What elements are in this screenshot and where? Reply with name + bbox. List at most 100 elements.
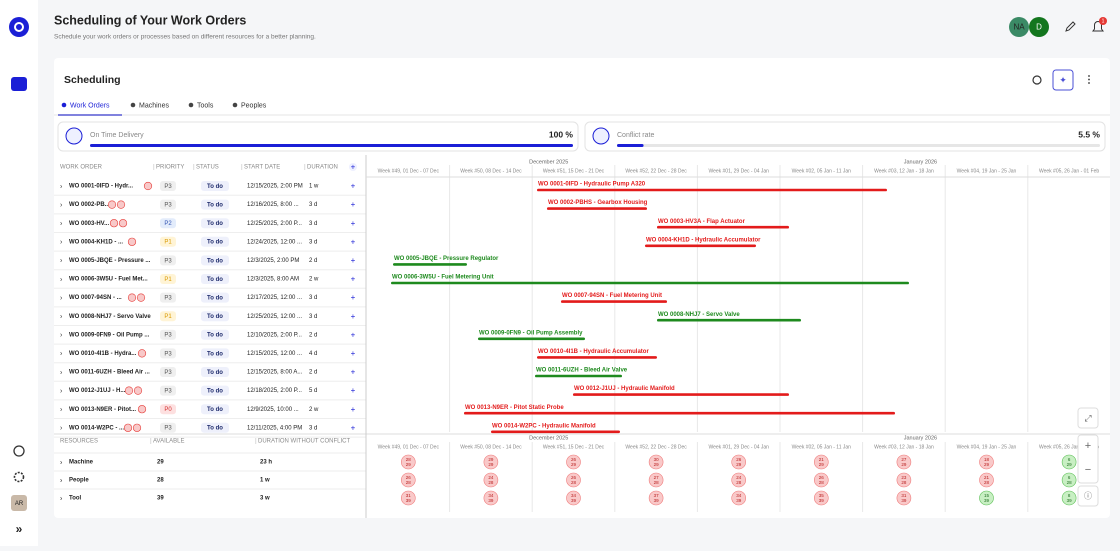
- nav-schedule[interactable]: [11, 77, 27, 91]
- status-pill: [201, 422, 229, 433]
- add-row[interactable]: +: [351, 423, 356, 432]
- start-date: 12/17/2025, 12:00 ...: [247, 295, 302, 301]
- load-cell[interactable]: [813, 472, 829, 488]
- add-row[interactable]: +: [351, 275, 356, 284]
- load-cell[interactable]: [566, 454, 581, 470]
- row-expand[interactable]: ›: [60, 221, 63, 228]
- gantt-bar[interactable]: [573, 393, 789, 396]
- load-cell[interactable]: [400, 454, 416, 470]
- load-cell[interactable]: [648, 454, 664, 470]
- row-expand[interactable]: ›: [60, 477, 63, 484]
- add-row[interactable]: +: [351, 237, 356, 246]
- row-expand[interactable]: ›: [60, 314, 63, 321]
- add-row[interactable]: +: [351, 386, 356, 395]
- add-row[interactable]: +: [351, 330, 356, 339]
- bell-icon[interactable]: [1092, 21, 1104, 32]
- row-expand[interactable]: ›: [60, 183, 63, 190]
- load-cell[interactable]: [566, 490, 581, 506]
- load-cell[interactable]: [979, 454, 994, 470]
- gantt-bar[interactable]: [547, 207, 647, 210]
- add-row[interactable]: +: [351, 368, 356, 377]
- row-expand[interactable]: ›: [60, 239, 63, 246]
- user-avatar[interactable]: [11, 495, 27, 511]
- gantt-bar[interactable]: [393, 263, 467, 266]
- load-cell[interactable]: [813, 454, 829, 470]
- gantt-bar[interactable]: [537, 356, 657, 359]
- row-expand[interactable]: ›: [60, 369, 63, 376]
- status-pill: [201, 311, 229, 322]
- row-expand[interactable]: ›: [60, 258, 63, 265]
- work-order-name: WO 0001-0IFD - Hydr...: [69, 184, 133, 190]
- row-expand[interactable]: ›: [60, 351, 63, 358]
- work-order-name: WO 0003-HV...: [69, 221, 109, 227]
- row-expand[interactable]: ›: [60, 276, 63, 283]
- tab[interactable]: Tools: [197, 102, 214, 109]
- edit-icon[interactable]: [1065, 21, 1076, 32]
- more-icon[interactable]: ⋮: [1084, 75, 1094, 86]
- load-cell[interactable]: [1061, 490, 1077, 506]
- gantt-bar[interactable]: [391, 281, 909, 285]
- row-expand[interactable]: ›: [60, 388, 63, 395]
- info-button[interactable]: [1077, 485, 1099, 507]
- load-cell[interactable]: [979, 490, 994, 506]
- add-column[interactable]: [349, 163, 357, 171]
- load-cell[interactable]: [483, 490, 499, 506]
- load-cell[interactable]: [896, 454, 912, 470]
- row-expand[interactable]: ›: [60, 295, 63, 302]
- ai-button[interactable]: [1052, 69, 1074, 91]
- gantt-bar[interactable]: [657, 318, 801, 322]
- load-cell[interactable]: [400, 472, 416, 488]
- avatar[interactable]: [1009, 17, 1029, 37]
- load-cell[interactable]: [1061, 472, 1077, 488]
- gantt-bar[interactable]: [561, 300, 667, 303]
- tab[interactable]: Machines: [139, 102, 169, 109]
- gantt-bar[interactable]: [657, 225, 789, 229]
- zoom-in[interactable]: +: [1085, 440, 1091, 452]
- gantt-bar[interactable]: [535, 374, 622, 378]
- tab[interactable]: Work Orders: [70, 102, 110, 109]
- load-cell[interactable]: [896, 472, 912, 488]
- add-row[interactable]: +: [351, 256, 356, 265]
- load-cell[interactable]: [731, 490, 747, 506]
- row-expand[interactable]: ›: [60, 425, 63, 432]
- settings-icon[interactable]: [13, 471, 25, 483]
- load-cell[interactable]: [896, 490, 912, 506]
- load-cell[interactable]: [979, 472, 994, 488]
- load-cell[interactable]: [483, 454, 499, 470]
- search-icon[interactable]: [1032, 75, 1042, 85]
- add-row[interactable]: +: [351, 312, 356, 321]
- help-icon[interactable]: [13, 445, 25, 457]
- load-cell[interactable]: [648, 490, 664, 506]
- row-expand[interactable]: ›: [60, 407, 63, 414]
- add-row[interactable]: +: [351, 293, 356, 302]
- logo[interactable]: [9, 17, 29, 37]
- expand-icon[interactable]: »: [16, 522, 23, 536]
- gantt-bar[interactable]: [491, 430, 620, 434]
- avatar[interactable]: [1029, 17, 1049, 37]
- add-row[interactable]: +: [351, 182, 356, 191]
- load-cell[interactable]: [483, 472, 499, 488]
- row-expand[interactable]: ›: [60, 495, 63, 502]
- add-row[interactable]: +: [351, 349, 356, 358]
- gantt-bar[interactable]: [478, 337, 585, 341]
- add-row[interactable]: +: [351, 405, 356, 414]
- load-cell[interactable]: [731, 472, 747, 488]
- load-cell[interactable]: [813, 490, 829, 506]
- load-cell[interactable]: [1061, 454, 1077, 470]
- load-cell[interactable]: [731, 454, 747, 470]
- add-row[interactable]: +: [351, 200, 356, 209]
- row-expand[interactable]: ›: [60, 332, 63, 339]
- tab[interactable]: Peoples: [241, 102, 267, 109]
- load-available: 28: [984, 480, 990, 485]
- row-expand[interactable]: ›: [60, 459, 63, 466]
- gantt-bar[interactable]: [537, 188, 887, 192]
- row-expand[interactable]: ›: [60, 202, 63, 209]
- add-row[interactable]: +: [351, 219, 356, 228]
- load-cell[interactable]: [400, 490, 416, 506]
- zoom-out[interactable]: −: [1085, 464, 1091, 476]
- gantt-bar[interactable]: [645, 244, 756, 248]
- load-cell[interactable]: [566, 472, 581, 488]
- load-cell[interactable]: [648, 472, 664, 488]
- gantt-bar[interactable]: [464, 411, 895, 415]
- fullscreen-button[interactable]: [1077, 407, 1099, 429]
